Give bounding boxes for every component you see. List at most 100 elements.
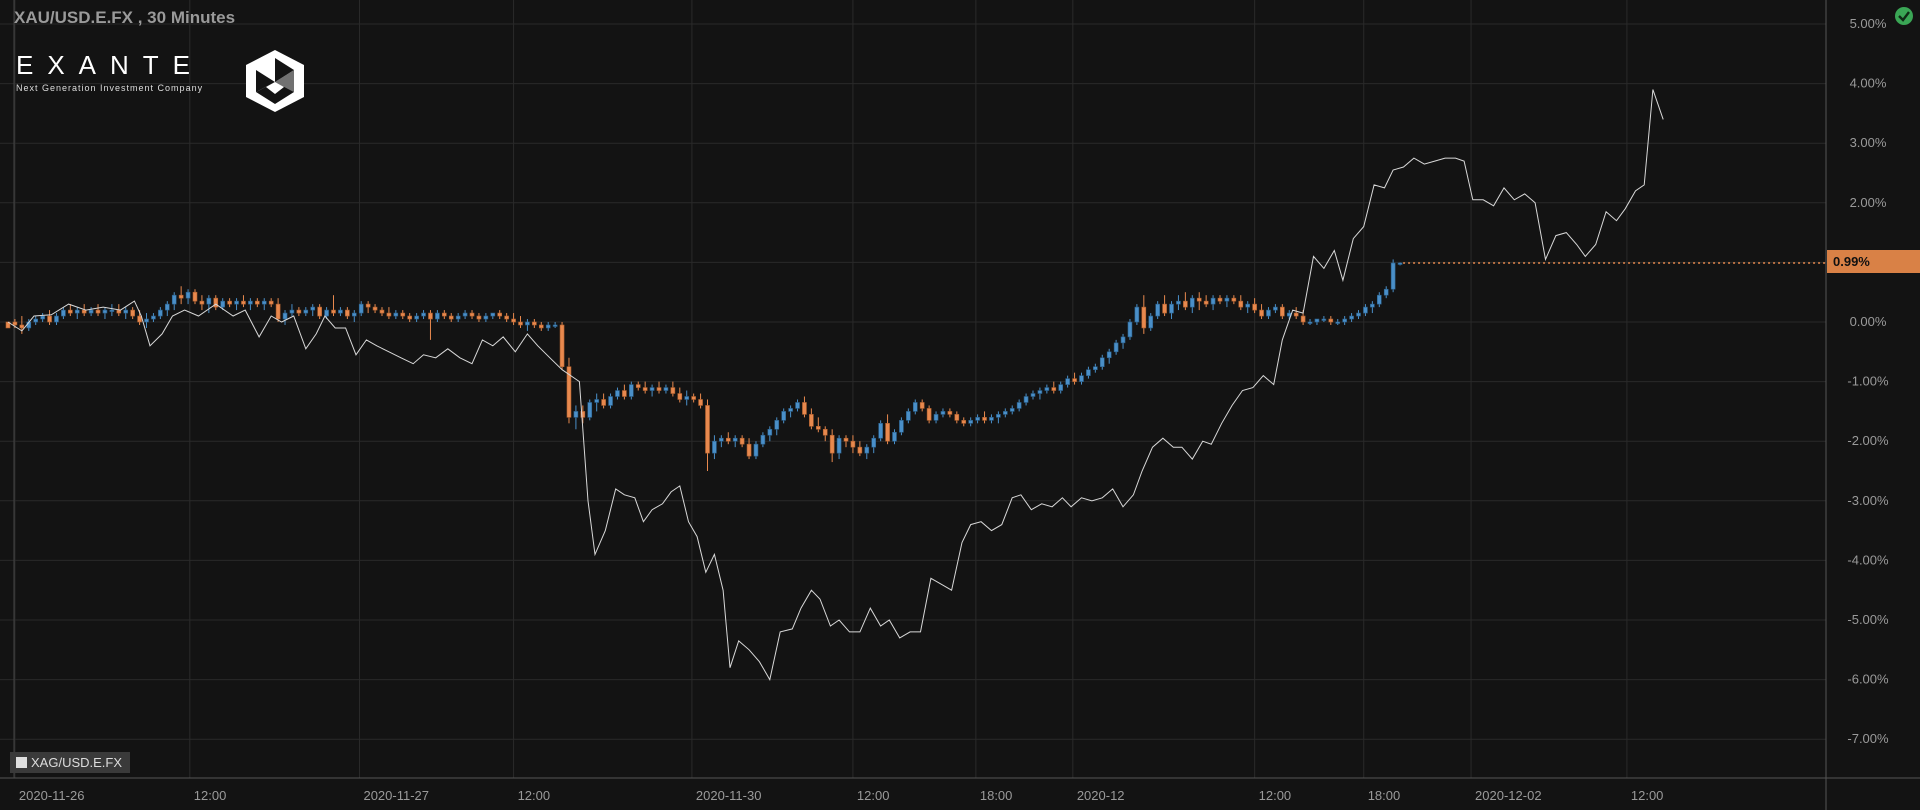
candle-body (512, 319, 516, 322)
candle-body (996, 414, 1000, 417)
candle-body (1149, 316, 1153, 328)
candle-body (1190, 298, 1194, 307)
legend-label: XAG/USD.E.FX (31, 755, 122, 770)
candle-body (1156, 304, 1160, 316)
candle-body (934, 414, 938, 420)
candle-body (1343, 319, 1347, 322)
candle-body (75, 310, 79, 313)
candle-body (941, 411, 945, 414)
candle-body (532, 322, 536, 325)
candle-body (1266, 310, 1270, 316)
candle-body (657, 388, 661, 391)
candle-body (560, 325, 564, 367)
candle-body (768, 429, 772, 435)
candle-body (262, 301, 266, 304)
candle-body (823, 429, 827, 435)
candle-body (809, 414, 813, 426)
candle-body (186, 292, 190, 298)
candle-body (1225, 298, 1229, 301)
candle-body (1038, 391, 1042, 394)
candle-body (491, 313, 495, 316)
status-ok-icon[interactable] (1894, 6, 1914, 26)
candle-body (865, 447, 869, 453)
candle-body (1093, 367, 1097, 370)
candle-body (615, 391, 619, 397)
candle-body (1357, 313, 1361, 316)
candle-body (345, 310, 349, 316)
y-tick-label: -5.00% (1847, 612, 1889, 627)
candle-body (1176, 301, 1180, 304)
candle-body (470, 313, 474, 316)
candle-body (733, 438, 737, 441)
candle-body (1031, 394, 1035, 397)
candle-body (505, 316, 509, 319)
candle-body (366, 304, 370, 307)
candle-body (1024, 397, 1028, 403)
candle-body (539, 325, 543, 328)
candle-body (671, 388, 675, 394)
y-tick-label: 3.00% (1850, 135, 1887, 150)
candle-body (519, 322, 523, 325)
xag-line (8, 90, 1663, 680)
candle-body (82, 310, 86, 313)
candle-body (775, 420, 779, 429)
candle-body (595, 399, 599, 402)
candle-body (740, 438, 744, 444)
candle-body (380, 310, 384, 313)
candle-body (1135, 307, 1139, 322)
candle-body (983, 417, 987, 420)
candle-body (816, 426, 820, 429)
candle-body (124, 310, 128, 313)
candle-body (241, 301, 245, 304)
candle-body (1211, 298, 1215, 304)
y-tick-label: -3.00% (1847, 493, 1889, 508)
candle-body (165, 304, 169, 310)
candle-body (906, 411, 910, 420)
candle-body (1391, 263, 1395, 289)
candle-body (13, 322, 17, 325)
candle-body (747, 444, 751, 456)
y-tick-label: 5.00% (1850, 16, 1887, 31)
logo-wordmark: EXANTE (16, 50, 204, 81)
candle-body (1308, 322, 1312, 324)
candle-body (858, 447, 862, 453)
candle-body (955, 414, 959, 420)
candle-body (297, 310, 301, 313)
candle-body (318, 307, 322, 316)
candle-body (34, 319, 38, 322)
logo-tagline: Next Generation Investment Company (16, 83, 204, 93)
candle-body (1204, 301, 1208, 304)
candle-body (415, 316, 419, 319)
candle-body (920, 402, 924, 408)
candle-body (325, 310, 329, 316)
candle-body (1163, 304, 1167, 313)
candle-body (1197, 298, 1201, 301)
x-tick-label: 2020-12 (1077, 788, 1125, 803)
candle-body (1246, 304, 1250, 307)
x-tick-label: 12:00 (194, 788, 227, 803)
legend-item-xag[interactable]: XAG/USD.E.FX (10, 752, 130, 773)
candle-body (207, 298, 211, 304)
candle-body (886, 423, 890, 441)
candle-body (699, 399, 703, 405)
candle-body (913, 402, 917, 411)
candle-body (373, 307, 377, 310)
candle-body (276, 304, 280, 319)
candle-body (1315, 319, 1319, 322)
candle-body (622, 391, 626, 397)
candle-body (255, 301, 259, 304)
x-tick-label: 12:00 (1631, 788, 1664, 803)
candle-body (435, 313, 439, 319)
candle-body (796, 402, 800, 408)
candle-body (1121, 337, 1125, 343)
candle-body (477, 316, 481, 319)
candle-body (1052, 388, 1056, 391)
candle-body (602, 399, 606, 405)
candle-body (41, 316, 45, 319)
candle-body (782, 411, 786, 420)
candle-body (311, 307, 315, 310)
candle-body (1253, 304, 1257, 310)
candle-body (1045, 388, 1049, 391)
candle-body (332, 310, 336, 313)
